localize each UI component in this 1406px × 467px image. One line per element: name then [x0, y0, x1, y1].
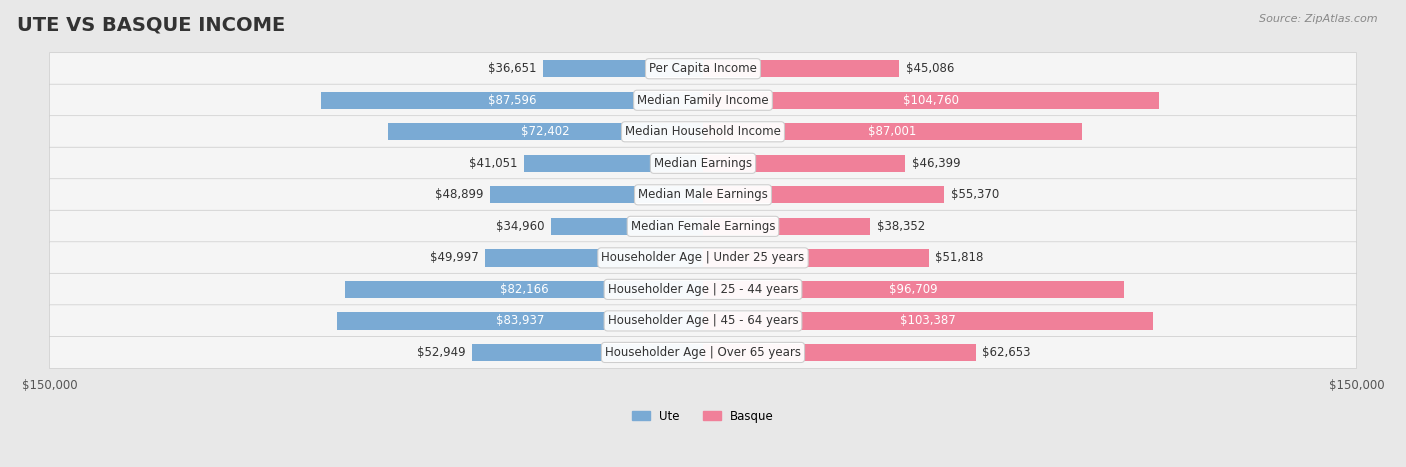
Text: UTE VS BASQUE INCOME: UTE VS BASQUE INCOME [17, 15, 285, 34]
Bar [489, 186, 703, 204]
FancyBboxPatch shape [49, 179, 1357, 211]
Text: Median Earnings: Median Earnings [654, 157, 752, 170]
Text: Householder Age | Over 65 years: Householder Age | Over 65 years [605, 346, 801, 359]
Text: $72,402: $72,402 [522, 125, 569, 138]
Bar [703, 249, 929, 267]
Text: Median Female Earnings: Median Female Earnings [631, 220, 775, 233]
Bar [344, 281, 703, 298]
Text: $52,949: $52,949 [418, 346, 465, 359]
Bar [524, 155, 703, 172]
Text: Median Household Income: Median Household Income [626, 125, 780, 138]
Text: Median Male Earnings: Median Male Earnings [638, 188, 768, 201]
Bar [337, 312, 703, 330]
Text: $38,352: $38,352 [876, 220, 925, 233]
Bar [703, 60, 900, 78]
Legend: Ute, Basque: Ute, Basque [627, 405, 779, 428]
FancyBboxPatch shape [49, 336, 1357, 368]
FancyBboxPatch shape [49, 210, 1357, 242]
FancyBboxPatch shape [49, 273, 1357, 305]
FancyBboxPatch shape [49, 242, 1357, 274]
FancyBboxPatch shape [49, 147, 1357, 179]
Bar [703, 186, 945, 204]
Bar [551, 218, 703, 235]
FancyBboxPatch shape [49, 84, 1357, 116]
Text: $45,086: $45,086 [905, 62, 955, 75]
Text: $48,899: $48,899 [434, 188, 484, 201]
Bar [703, 218, 870, 235]
Bar [703, 344, 976, 361]
Bar [703, 281, 1125, 298]
Bar [388, 123, 703, 141]
Text: $62,653: $62,653 [983, 346, 1031, 359]
Text: $87,596: $87,596 [488, 94, 537, 107]
Bar [703, 123, 1083, 141]
Text: $83,937: $83,937 [496, 314, 544, 327]
Text: $49,997: $49,997 [430, 251, 478, 264]
FancyBboxPatch shape [49, 116, 1357, 148]
Text: $46,399: $46,399 [911, 157, 960, 170]
Text: Per Capita Income: Per Capita Income [650, 62, 756, 75]
Text: $55,370: $55,370 [950, 188, 1000, 201]
Bar [703, 312, 1153, 330]
Bar [322, 92, 703, 109]
Text: Householder Age | 25 - 44 years: Householder Age | 25 - 44 years [607, 283, 799, 296]
Text: $34,960: $34,960 [496, 220, 544, 233]
Text: Source: ZipAtlas.com: Source: ZipAtlas.com [1260, 14, 1378, 24]
Bar [472, 344, 703, 361]
Bar [485, 249, 703, 267]
Text: $96,709: $96,709 [890, 283, 938, 296]
Text: $36,651: $36,651 [488, 62, 537, 75]
FancyBboxPatch shape [49, 53, 1357, 85]
Text: Householder Age | Under 25 years: Householder Age | Under 25 years [602, 251, 804, 264]
Text: Median Family Income: Median Family Income [637, 94, 769, 107]
Text: $51,818: $51,818 [935, 251, 984, 264]
Text: $104,760: $104,760 [903, 94, 959, 107]
Bar [543, 60, 703, 78]
FancyBboxPatch shape [49, 305, 1357, 337]
Bar [703, 92, 1160, 109]
Text: $87,001: $87,001 [869, 125, 917, 138]
Text: $82,166: $82,166 [499, 283, 548, 296]
Text: $41,051: $41,051 [470, 157, 517, 170]
Text: Householder Age | 45 - 64 years: Householder Age | 45 - 64 years [607, 314, 799, 327]
Bar [703, 155, 905, 172]
Text: $103,387: $103,387 [900, 314, 956, 327]
